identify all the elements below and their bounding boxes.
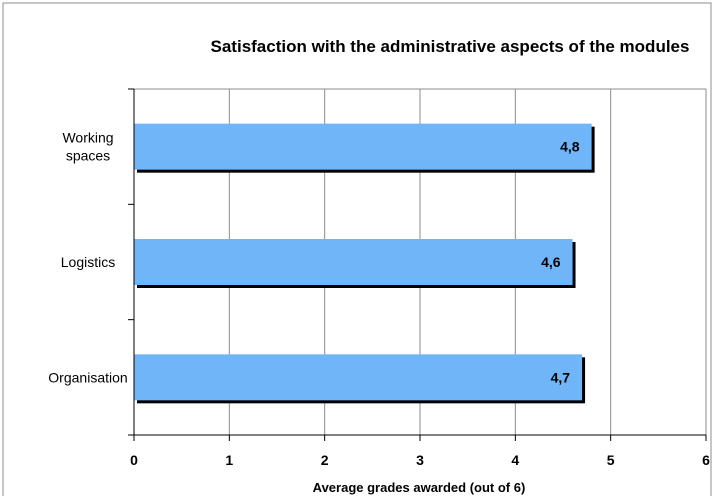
data-label-1: 4,6 [541, 254, 561, 270]
bar-0 [134, 123, 592, 170]
bars: 4,8 4,6 4,7 [134, 123, 595, 404]
category-label-1: Logistics [61, 254, 115, 270]
axes: 0 1 2 3 4 5 6 Working spaces Logistics Organisatio… [48, 88, 710, 468]
data-label-2: 4,7 [551, 369, 571, 385]
bar-1 [134, 239, 573, 285]
data-label-0: 4,8 [560, 139, 580, 155]
x-axis-title: Average grades awarded (out of 6) [313, 480, 526, 495]
x-tick-label-6: 6 [702, 452, 710, 468]
x-tick-label-0: 0 [130, 452, 138, 468]
x-tick-label-4: 4 [511, 452, 519, 468]
x-tick-label-3: 3 [416, 452, 424, 468]
x-tick-label-1: 1 [225, 452, 233, 468]
bar-2 [134, 354, 583, 401]
x-tick-label-5: 5 [607, 452, 615, 468]
x-tick-label-2: 2 [321, 452, 329, 468]
category-label-2: Organisation [48, 369, 127, 385]
category-label-0: Working spaces [62, 130, 113, 164]
chart-title: Satisfaction with the administrative asp… [211, 37, 690, 56]
